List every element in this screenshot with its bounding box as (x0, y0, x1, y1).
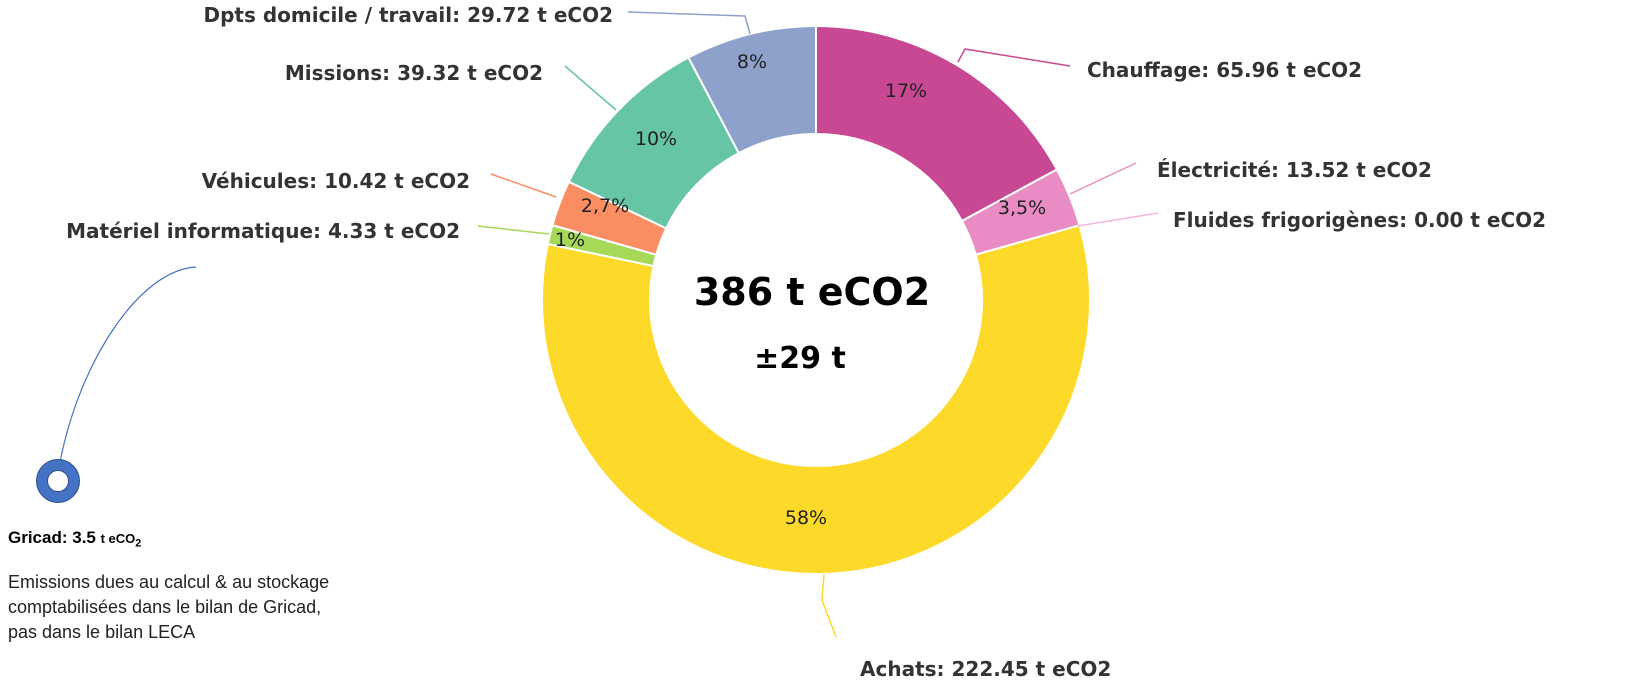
leader-line-materiel-informatique (477, 225, 550, 235)
slice-chauffage (815, 24, 1059, 223)
percent-label-chauffage: 17% (885, 80, 927, 102)
label-vehicules: Véhicules: 10.42 t eCO2 (202, 169, 470, 193)
leader-line-missions (564, 65, 617, 111)
gricad-title-prefix: Gricad: 3.5 (8, 528, 96, 547)
label-fluides-frigorigenes: Fluides frigorigènes: 0.00 t eCO2 (1173, 208, 1546, 232)
chart-slices (541, 24, 1091, 575)
leader-line-dpts-domicile-travail (627, 11, 751, 35)
leader-line-electricite (1069, 162, 1137, 195)
chart-center-uncertainty: ±29 t (754, 341, 846, 376)
label-dpts-domicile-travail: Dpts domicile / travail: 29.72 t eCO2 (204, 3, 614, 27)
gricad-unit-sub: 2 (135, 537, 142, 550)
leader-line-achats (821, 573, 837, 638)
gricad-ring-outline (36, 459, 80, 503)
slice-achats (541, 224, 1091, 575)
chart-center-total: 386 t eCO2 (694, 270, 930, 314)
chart-category-labels: Chauffage: 65.96 t eCO2 Électricité: 13.5… (66, 3, 1546, 681)
leader-line-chauffage (957, 48, 1071, 67)
label-achats: Achats: 222.45 t eCO2 (860, 657, 1111, 681)
percent-label-dpts-domicile-travail: 8% (737, 51, 767, 73)
leader-line-fluides-frigorigenes (1077, 212, 1159, 227)
label-materiel-informatique: Matériel informatique: 4.33 t eCO2 (66, 219, 460, 243)
percent-label-vehicules: 2,7% (581, 195, 629, 217)
chart-percent-labels: 17% 3,5% 58% 1% 2,7% 10% 8% (555, 51, 1046, 529)
gricad-title: Gricad: 3.5 t eCO2 (8, 528, 141, 550)
leader-line-vehicules (490, 173, 557, 198)
label-chauffage: Chauffage: 65.96 t eCO2 (1087, 58, 1362, 82)
gricad-unit: t eCO2 (100, 531, 142, 550)
label-electricite: Électricité: 13.52 t eCO2 (1157, 158, 1432, 182)
gricad-ring-inner-outline (47, 470, 69, 492)
gricad-connector-line (59, 266, 197, 463)
label-missions: Missions: 39.32 t eCO2 (285, 61, 543, 85)
percent-label-electricite: 3,5% (998, 197, 1046, 219)
chart-leader-lines (477, 11, 1159, 638)
percent-label-achats: 58% (785, 507, 827, 529)
slice-dpts-domicile-travail (687, 24, 817, 155)
percent-label-materiel-informatique: 1% (555, 229, 585, 251)
gricad-ring-icon (36, 459, 80, 503)
percent-label-missions: 10% (635, 128, 677, 150)
gricad-description: Emissions dues au calcul & au stockage c… (8, 572, 330, 642)
